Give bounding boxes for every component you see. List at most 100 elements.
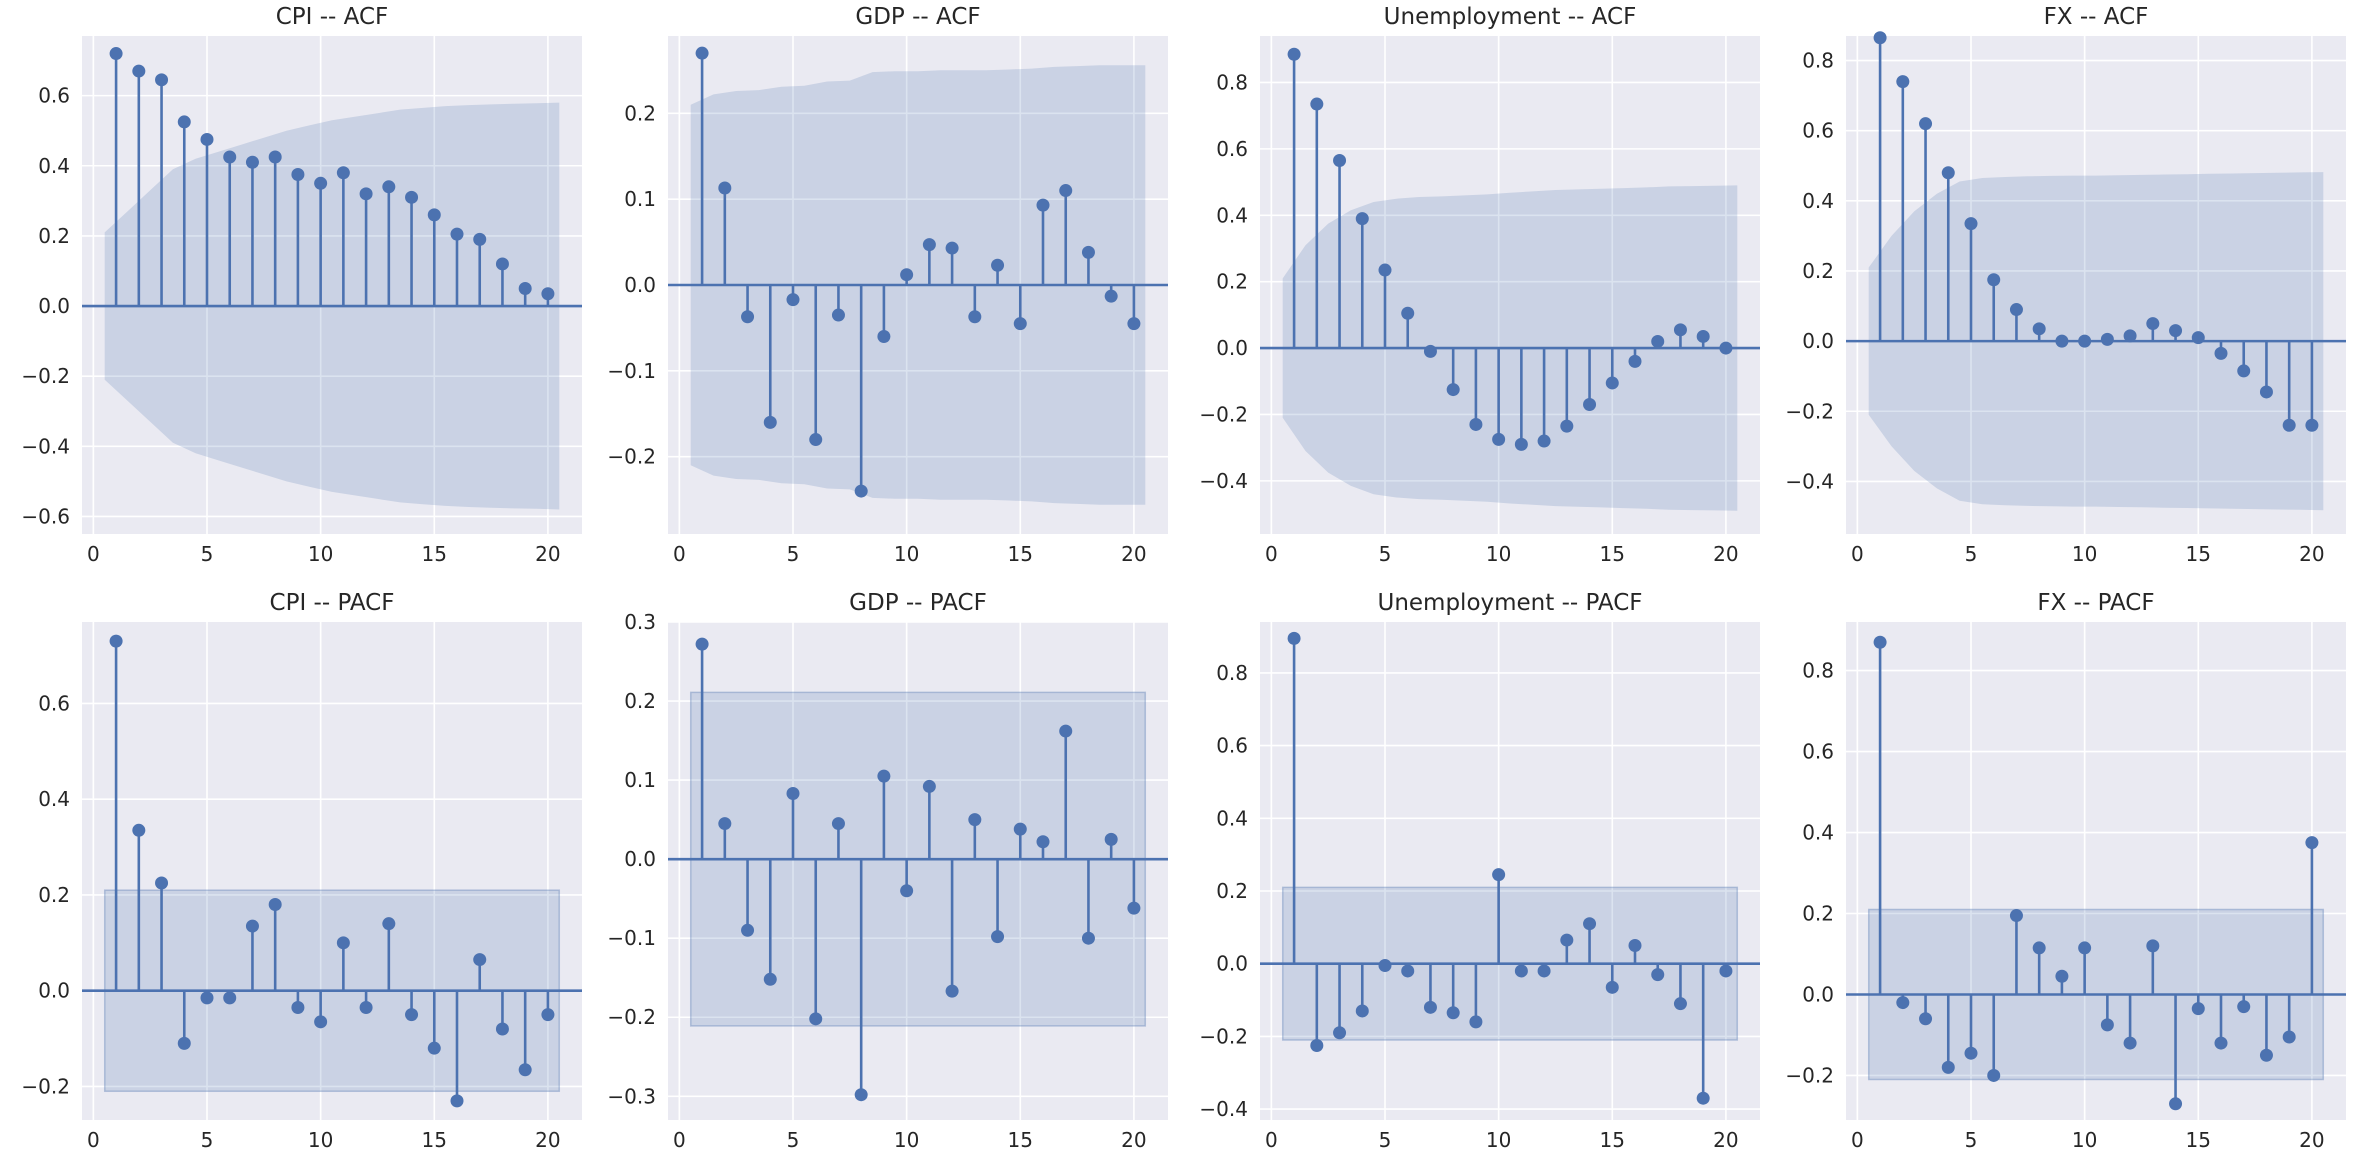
subplot-title: GDP -- ACF <box>855 4 980 30</box>
plot-area <box>1260 36 1760 534</box>
data-point-lag-3 <box>155 876 169 890</box>
data-point-lag-19 <box>1104 832 1118 846</box>
data-point-lag-2 <box>132 823 146 837</box>
data-point-lag-16 <box>1036 198 1050 212</box>
data-point-lag-18 <box>1081 245 1095 259</box>
data-point-lag-10 <box>2078 334 2092 348</box>
data-point-lag-2 <box>718 181 732 195</box>
y-tick-label: −0.6 <box>21 504 70 528</box>
data-point-lag-5 <box>1964 217 1978 231</box>
x-tick-label: 15 <box>1600 1128 1625 1152</box>
x-tick-label: 10 <box>1486 542 1511 566</box>
y-tick-label: −0.1 <box>607 359 656 383</box>
data-point-lag-18 <box>2259 385 2273 399</box>
subplot-3: 0 5 10 15 20 −0.4 −0.2 0.0 0.2 0.4 0.6 0.8 FX -- ACF <box>1785 4 2346 566</box>
data-point-lag-5 <box>1378 959 1392 973</box>
y-tick-label: 0.8 <box>1802 659 1834 683</box>
data-point-lag-17 <box>473 232 487 246</box>
x-tick-label: 5 <box>1379 1128 1392 1152</box>
data-point-lag-9 <box>877 330 891 344</box>
data-point-lag-20 <box>1127 317 1141 331</box>
x-tick-label: 20 <box>535 1128 560 1152</box>
data-point-lag-9 <box>877 769 891 783</box>
x-tick-label: 5 <box>1965 542 1978 566</box>
data-point-lag-13 <box>2146 317 2160 331</box>
y-tick-label: 0.2 <box>38 224 70 248</box>
y-tick-label: −0.2 <box>1199 1024 1248 1048</box>
subplot-0: 0 5 10 15 20 −0.6 −0.4 −0.2 0.0 0.2 0.4 0.6 CPI -- A… <box>21 4 582 566</box>
data-point-lag-20 <box>1127 901 1141 915</box>
subplot-7: 0 5 10 15 20 −0.2 0.0 0.2 0.4 0.6 0.8 FX -- PACF <box>1785 590 2346 1152</box>
data-point-lag-1 <box>695 637 709 651</box>
data-point-lag-17 <box>1651 334 1665 348</box>
data-point-lag-8 <box>268 898 282 912</box>
data-point-lag-5 <box>1378 263 1392 277</box>
x-tick-label: 20 <box>535 542 560 566</box>
subplot-title: FX -- PACF <box>2037 590 2154 616</box>
y-tick-label: 0.4 <box>1802 189 1834 213</box>
x-tick-label: 10 <box>2072 542 2097 566</box>
x-tick-label: 0 <box>673 1128 686 1152</box>
data-point-lag-9 <box>291 168 305 182</box>
x-tick-label: 15 <box>422 542 447 566</box>
data-point-lag-20 <box>2305 418 2319 432</box>
x-tick-label: 10 <box>308 542 333 566</box>
data-point-lag-14 <box>405 190 419 204</box>
data-point-lag-11 <box>922 779 936 793</box>
data-point-lag-3 <box>1333 1026 1347 1040</box>
data-point-lag-3 <box>741 923 755 937</box>
x-tick-label: 20 <box>2299 542 2324 566</box>
data-point-lag-2 <box>1310 97 1324 111</box>
data-point-lag-1 <box>1287 631 1301 645</box>
data-point-lag-12 <box>359 187 373 201</box>
data-point-lag-19 <box>2282 1030 2296 1044</box>
data-point-lag-19 <box>2282 418 2296 432</box>
data-point-lag-20 <box>1719 964 1733 978</box>
y-tick-label: 0.8 <box>1216 70 1248 94</box>
data-point-lag-18 <box>495 257 509 271</box>
data-point-lag-12 <box>359 1000 373 1014</box>
data-point-lag-13 <box>968 813 982 827</box>
data-point-lag-3 <box>1333 154 1347 167</box>
data-point-lag-5 <box>200 991 214 1005</box>
data-point-lag-15 <box>427 1041 441 1055</box>
data-point-lag-11 <box>336 166 350 180</box>
y-tick-label: 0.6 <box>38 84 70 108</box>
subplot-2: 0 5 10 15 20 −0.4 −0.2 0.0 0.2 0.4 0.6 0.8 Unemploym… <box>1199 4 1760 566</box>
data-point-lag-6 <box>223 150 237 164</box>
x-tick-label: 0 <box>1265 1128 1278 1152</box>
data-point-lag-19 <box>1696 329 1710 343</box>
y-tick-label: −0.4 <box>1199 469 1248 493</box>
y-tick-label: 0.4 <box>1216 203 1248 227</box>
y-tick-label: 0.1 <box>624 187 656 211</box>
data-point-lag-15 <box>1605 376 1619 390</box>
y-tick-label: 0.0 <box>1802 982 1834 1006</box>
data-point-lag-6 <box>809 1012 823 1026</box>
y-tick-label: 0.6 <box>1802 740 1834 764</box>
data-point-lag-7 <box>245 919 259 933</box>
y-tick-label: 0.8 <box>1216 661 1248 685</box>
y-tick-label: 0.2 <box>624 101 656 125</box>
y-tick-label: 0.2 <box>1802 259 1834 283</box>
data-point-lag-16 <box>450 1094 464 1108</box>
data-point-lag-4 <box>177 1036 191 1050</box>
data-point-lag-4 <box>763 972 777 986</box>
data-point-lag-2 <box>1896 75 1910 89</box>
data-point-lag-4 <box>177 115 191 129</box>
x-tick-label: 20 <box>2299 1128 2324 1152</box>
y-tick-label: 0.0 <box>38 979 70 1003</box>
data-point-lag-11 <box>1514 964 1528 978</box>
data-point-lag-10 <box>314 1015 328 1029</box>
y-tick-label: −0.2 <box>1785 399 1834 423</box>
data-point-lag-16 <box>1628 939 1642 953</box>
x-tick-label: 15 <box>1008 1128 1033 1152</box>
data-point-lag-6 <box>1987 273 2001 287</box>
x-tick-label: 10 <box>1486 1128 1511 1152</box>
x-tick-label: 15 <box>1008 542 1033 566</box>
data-point-lag-1 <box>1287 47 1301 61</box>
subplot-title: GDP -- PACF <box>849 590 987 616</box>
x-tick-label: 10 <box>2072 1128 2097 1152</box>
data-point-lag-7 <box>1423 344 1437 358</box>
data-point-lag-14 <box>405 1008 419 1022</box>
y-tick-label: −0.4 <box>21 434 70 458</box>
